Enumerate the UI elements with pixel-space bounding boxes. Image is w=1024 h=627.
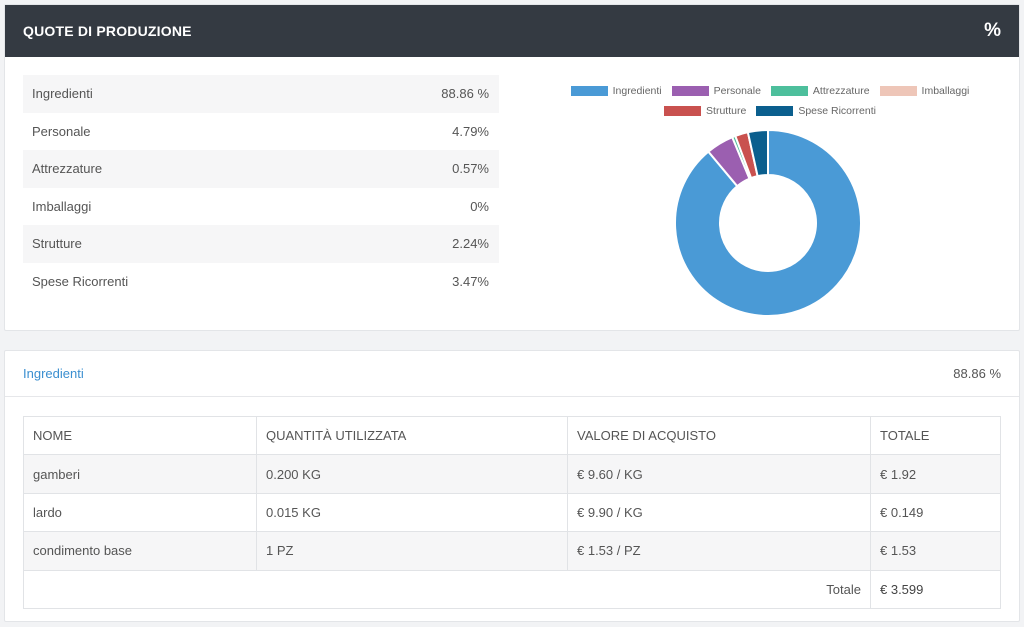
chart-legend: Ingredienti Personale Attrezzature Imbal… — [545, 81, 995, 121]
total-label: Totale — [23, 569, 871, 609]
cell-quantita: 1 PZ — [256, 531, 568, 571]
cell-nome: gamberi — [23, 454, 257, 494]
cell-valore: € 9.90 / KG — [567, 492, 871, 533]
legend-label: Imballaggi — [921, 85, 970, 97]
quote-value: 3.47% — [452, 273, 489, 289]
quote-label: Ingredienti — [32, 86, 93, 102]
quote-label: Attrezzature — [32, 161, 103, 177]
ingredients-title[interactable]: Ingredienti — [23, 366, 84, 381]
column-header-totale: TOTALE — [870, 415, 1001, 456]
table-header-row: NOME QUANTITÀ UTILIZZATA VALORE DI ACQUI… — [23, 415, 1001, 456]
legend-swatch — [879, 86, 917, 96]
legend-swatch — [664, 106, 702, 116]
cell-totale: € 0.149 — [870, 492, 1001, 533]
quote-label: Imballaggi — [32, 198, 92, 214]
cell-totale: € 1.53 — [870, 531, 1001, 571]
cell-valore: € 1.53 / PZ — [567, 531, 871, 571]
quote-label: Spese Ricorrenti — [32, 273, 129, 289]
cell-valore: € 9.60 / KG — [567, 454, 871, 494]
quote-row: Spese Ricorrenti 3.47% — [23, 263, 499, 301]
quote-value: 2.24% — [452, 236, 489, 252]
donut-slice-ingredienti[interactable] — [674, 128, 862, 317]
total-row: Totale € 3.599 — [23, 569, 1001, 609]
quote-row: Imballaggi 0% — [23, 188, 499, 226]
legend-label: Personale — [713, 85, 761, 97]
legend-label: Strutture — [706, 105, 747, 117]
legend-swatch — [770, 86, 808, 96]
quote-value: 0.57% — [452, 161, 489, 177]
quote-label: Personale — [32, 123, 91, 139]
panel-header: QUOTE DI PRODUZIONE % — [5, 5, 1019, 57]
legend-label: Ingredienti — [612, 85, 662, 97]
legend-item-imballaggi[interactable]: Imballaggi — [879, 85, 970, 97]
table-row: lardo 0.015 KG € 9.90 / KG € 0.149 — [23, 492, 1001, 533]
donut-slice-spese-ricorrenti[interactable] — [746, 128, 769, 178]
legend-label: Attrezzature — [812, 85, 870, 97]
quote-value: 4.79% — [452, 123, 489, 139]
table-row: gamberi 0.200 KG € 9.60 / KG € 1.92 — [23, 454, 1001, 494]
production-shares-panel: QUOTE DI PRODUZIONE % Ingredienti 88.86 … — [4, 4, 1020, 331]
ingredients-panel: Ingredienti 88.86 % NOME QUANTITÀ UTILIZ… — [4, 350, 1020, 622]
donut-chart[interactable] — [671, 126, 865, 320]
cell-quantita: 0.200 KG — [256, 454, 568, 494]
quote-label: Strutture — [32, 236, 82, 252]
legend-swatch — [570, 86, 608, 96]
legend-item-ingredienti[interactable]: Ingredienti — [570, 85, 662, 97]
legend-label: Spese Ricorrenti — [798, 105, 876, 117]
legend-swatch — [756, 106, 794, 116]
column-header-valore: VALORE DI ACQUISTO — [567, 415, 871, 456]
cell-nome: lardo — [23, 492, 257, 533]
quote-value: 88.86 % — [441, 86, 489, 102]
cell-quantita: 0.015 KG — [256, 492, 568, 533]
quote-list: Ingredienti 88.86 % Personale 4.79% Attr… — [23, 75, 499, 300]
legend-item-personale[interactable]: Personale — [671, 85, 761, 97]
quote-row: Attrezzature 0.57% — [23, 150, 499, 188]
cell-nome: condimento base — [23, 531, 257, 571]
ingredients-percentage: 88.86 % — [953, 366, 1001, 381]
cell-totale: € 1.92 — [870, 454, 1001, 494]
table-row: condimento base 1 PZ € 1.53 / PZ € 1.53 — [23, 531, 1001, 571]
legend-item-attrezzature[interactable]: Attrezzature — [770, 85, 870, 97]
quote-row: Personale 4.79% — [23, 113, 499, 151]
column-header-nome: NOME — [23, 415, 257, 456]
ingredients-header: Ingredienti 88.86 % — [5, 351, 1019, 397]
percent-icon[interactable]: % — [984, 20, 1001, 41]
quote-value: 0% — [470, 198, 489, 214]
quote-row: Ingredienti 88.86 % — [23, 75, 499, 113]
quote-row: Strutture 2.24% — [23, 225, 499, 263]
legend-item-strutture[interactable]: Strutture — [664, 105, 746, 117]
legend-swatch — [671, 86, 709, 96]
legend-item-spese-ricorrenti[interactable]: Spese Ricorrenti — [756, 105, 876, 117]
ingredients-table: NOME QUANTITÀ UTILIZZATA VALORE DI ACQUI… — [23, 415, 1001, 609]
column-header-quantita: QUANTITÀ UTILIZZATA — [256, 415, 568, 456]
panel-title: QUOTE DI PRODUZIONE — [23, 23, 192, 39]
total-value: € 3.599 — [870, 569, 1001, 609]
